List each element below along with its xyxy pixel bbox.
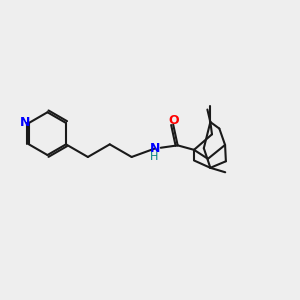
Text: H: H — [149, 152, 158, 162]
Text: N: N — [150, 142, 161, 155]
Text: O: O — [168, 114, 178, 127]
Text: N: N — [20, 116, 31, 130]
